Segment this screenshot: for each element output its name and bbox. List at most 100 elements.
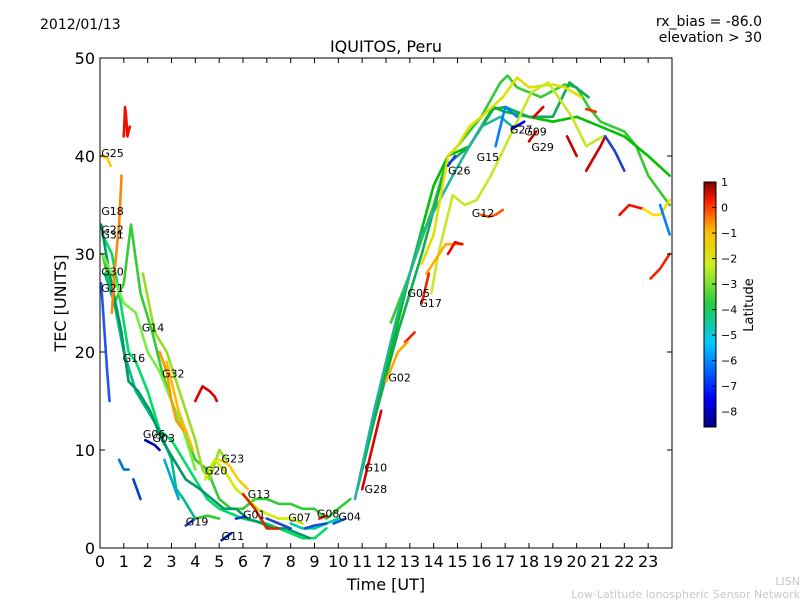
sat-label-g09: G09: [524, 125, 547, 138]
sat-label-g17: G17: [419, 297, 442, 310]
x-tick-label-16: 16: [471, 552, 491, 571]
sat-label-g20: G20: [205, 465, 228, 478]
x-tick-label-20: 20: [566, 552, 586, 571]
x-tick-label-6: 6: [238, 552, 248, 571]
cb-tick-label--1: −1: [721, 227, 737, 240]
series-trace-4: [420, 76, 583, 266]
credit-line-2: Low-Latitude Ionospheric Sensor Network: [571, 588, 800, 601]
y-tick-label-50: 50: [75, 49, 95, 68]
series-trace-54: [420, 272, 431, 305]
series-trace-20: [649, 252, 671, 280]
sat-label-g01: G01: [243, 509, 266, 522]
series-trace-40: [184, 517, 197, 527]
x-tick-label-23: 23: [638, 552, 658, 571]
series-trace-36: [117, 458, 130, 471]
sat-label-g02: G02: [388, 371, 411, 384]
x-tick-label-4: 4: [190, 552, 200, 571]
series-trace-42: [220, 532, 233, 542]
series-trace-3: [353, 115, 514, 501]
chart-title: IQUITOS, Peru: [329, 37, 443, 56]
series-trace-38: [132, 478, 142, 501]
y-tick-label-40: 40: [75, 147, 95, 166]
sat-label-g08: G08: [317, 508, 340, 521]
series-trace-19: [642, 198, 671, 217]
sat-label-g18: G18: [101, 205, 124, 218]
sat-label-g28: G28: [365, 483, 388, 496]
series-trace-5: [430, 81, 605, 295]
sat-label-g11: G11: [222, 530, 245, 543]
sat-label-g13: G13: [248, 488, 271, 501]
cb-tick-label--4: −4: [721, 304, 737, 317]
series-trace-30: [100, 154, 112, 168]
cb-tick-label--2: −2: [721, 253, 737, 266]
sat-label-g15: G15: [477, 151, 500, 164]
sat-label-g27: G27: [510, 123, 533, 136]
y-axis-label: TEC [UNITS]: [51, 255, 70, 353]
x-tick-label-22: 22: [614, 552, 634, 571]
series-trace-23: [101, 233, 328, 540]
series-trace-37: [144, 438, 161, 452]
y-tick-label-20: 20: [75, 343, 95, 362]
sat-label-g26: G26: [448, 165, 471, 178]
colorbar: [703, 181, 717, 428]
cb-tick-label--3: −3: [721, 278, 737, 291]
series-trace-21: [658, 203, 671, 236]
series-trace-48: [303, 522, 328, 530]
series-trace-32: [122, 105, 132, 138]
series-trace-16: [584, 107, 597, 114]
series-trace-17: [604, 135, 626, 172]
x-tick-label-3: 3: [166, 552, 176, 571]
series-trace-22: [100, 282, 111, 403]
x-tick-label-14: 14: [423, 552, 443, 571]
sat-label-g21: G21: [101, 282, 124, 295]
sat-label-g30: G30: [101, 266, 124, 279]
sat-label-g14: G14: [142, 321, 165, 334]
series-trace-13: [527, 130, 538, 143]
series-trace-34: [165, 360, 195, 452]
cb-tick-label--5: −5: [721, 329, 737, 342]
x-tick-label-21: 21: [590, 552, 610, 571]
series-trace-53: [384, 340, 409, 383]
series-trace-39: [163, 458, 180, 501]
sat-label-g25: G25: [101, 147, 124, 160]
sat-label-g04: G04: [338, 511, 361, 524]
series-trace-50: [332, 517, 347, 525]
elevation-label: elevation > 30: [658, 30, 762, 46]
x-tick-label-9: 9: [309, 552, 319, 571]
credit: LISN Low-Latitude Ionospheric Sensor Net…: [571, 575, 800, 601]
series-trace-9: [446, 154, 457, 168]
date-label: 2012/01/13: [40, 17, 121, 33]
x-axis-label: Time [UT]: [346, 575, 425, 594]
series-trace-18: [618, 203, 645, 217]
series-trace-24: [101, 223, 352, 520]
sat-label-g22: G22: [101, 223, 124, 236]
series-trace-47: [289, 517, 340, 530]
sat-label-g07: G07: [288, 512, 311, 525]
series-trace-41: [194, 514, 221, 520]
y-tick-label-30: 30: [75, 245, 95, 264]
sat-label-g29: G29: [531, 141, 554, 154]
x-tick-label-7: 7: [262, 552, 272, 571]
x-tick-label-13: 13: [400, 552, 420, 571]
x-tick-label-5: 5: [214, 552, 224, 571]
chart-info: rx_bias = -86.0 elevation > 30: [656, 14, 762, 46]
sat-label-g23: G23: [222, 453, 245, 466]
sat-label-g19: G19: [186, 515, 209, 528]
x-tick-label-10: 10: [328, 552, 348, 571]
series-trace-52: [403, 331, 416, 344]
x-tick-label-12: 12: [376, 552, 396, 571]
sat-label-g12: G12: [472, 207, 495, 220]
axis-ticks: 0 1 2 3 4 5 6 7 8 9 10 11 12 13 14 15 16 17 18 19 20 21 22 2301…: [75, 49, 672, 571]
series-trace-33: [158, 350, 185, 432]
series-trace-35: [194, 385, 219, 403]
cb-tick-label-1: 1: [721, 176, 728, 189]
cb-tick-label--7: −7: [721, 380, 737, 393]
series-trace-8: [480, 208, 505, 219]
series-trace-12: [532, 105, 545, 119]
series-trace-14: [565, 135, 578, 158]
cb-tick-label--8: −8: [721, 406, 737, 419]
sat-label-g32: G32: [162, 367, 185, 380]
sat-label-g03: G03: [152, 432, 175, 445]
